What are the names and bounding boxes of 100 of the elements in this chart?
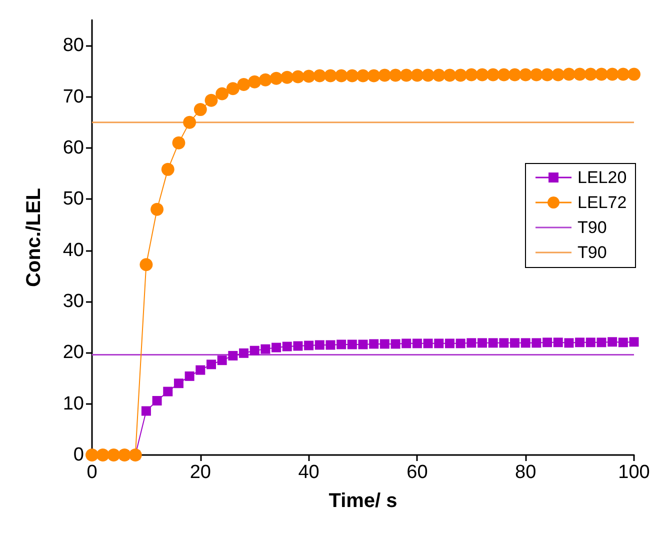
point: [486, 68, 500, 82]
point: [389, 68, 402, 82]
y-tick-label: 40: [62, 240, 84, 261]
point: [412, 338, 422, 348]
point: [584, 68, 598, 81]
point: [586, 338, 596, 348]
point: [150, 202, 164, 216]
point: [174, 378, 184, 388]
point: [542, 338, 552, 348]
point: [272, 342, 282, 352]
y-tick-label: 80: [62, 35, 84, 56]
point: [282, 342, 292, 352]
point: [260, 344, 270, 354]
point: [184, 371, 194, 381]
point: [444, 338, 454, 348]
point: [488, 338, 498, 348]
x-tick-label: 100: [618, 462, 650, 483]
point: [270, 72, 283, 85]
point: [540, 68, 554, 82]
point: [454, 68, 468, 82]
point: [248, 75, 262, 88]
point: [96, 448, 110, 462]
point: [304, 340, 314, 350]
point: [228, 350, 238, 360]
point: [239, 348, 249, 358]
x-tick-label: 40: [298, 462, 320, 483]
point: [629, 337, 639, 347]
point: [497, 68, 510, 82]
x-tick-label: 80: [515, 462, 536, 483]
point: [510, 338, 520, 348]
point: [519, 68, 532, 82]
point: [358, 340, 368, 350]
x-tick-label: 0: [86, 462, 98, 483]
legend-label: LEL20: [578, 168, 627, 187]
y-tick-label: 50: [62, 188, 84, 210]
point: [194, 103, 207, 116]
point: [390, 339, 400, 349]
point: [140, 258, 153, 272]
point: [356, 69, 370, 82]
point: [618, 338, 628, 348]
point: [86, 448, 98, 462]
point: [443, 68, 456, 82]
legend-label: T90: [578, 243, 607, 262]
point: [508, 68, 522, 82]
point: [464, 68, 478, 82]
point: [152, 396, 162, 406]
point: [313, 69, 326, 82]
point: [196, 365, 206, 375]
point: [250, 346, 260, 356]
point: [575, 338, 585, 348]
point: [520, 338, 530, 348]
point: [107, 448, 120, 462]
point: [608, 337, 618, 347]
point: [553, 338, 563, 348]
y-tick-label: 10: [62, 393, 84, 414]
point: [378, 68, 392, 82]
point: [476, 68, 489, 82]
point: [172, 136, 186, 150]
point: [564, 338, 574, 348]
point: [400, 68, 413, 82]
point: [456, 338, 466, 348]
point: [367, 69, 380, 82]
point: [326, 340, 336, 350]
x-tick-label: 20: [190, 462, 211, 483]
y-tick-label: 60: [62, 137, 84, 158]
point: [258, 73, 272, 86]
y-tick-label: 70: [62, 86, 84, 108]
point: [161, 162, 174, 176]
y-tick-label: 30: [62, 290, 84, 312]
point: [183, 116, 196, 129]
point: [336, 340, 346, 350]
point: [163, 386, 173, 396]
point: [422, 68, 435, 82]
point: [423, 338, 433, 348]
point: [616, 68, 630, 81]
point: [594, 68, 608, 81]
point: [552, 68, 565, 82]
point: [596, 338, 606, 348]
point: [628, 68, 640, 81]
y-tick-label: 20: [62, 342, 84, 364]
point: [530, 68, 543, 82]
point: [302, 70, 316, 83]
point: [216, 87, 229, 100]
legend-label: LEL72: [578, 193, 627, 212]
point: [369, 339, 379, 349]
point: [204, 94, 218, 107]
point: [314, 340, 324, 350]
point: [410, 68, 424, 82]
point: [217, 356, 227, 366]
point: [237, 78, 250, 91]
point: [432, 68, 446, 82]
point: [434, 338, 444, 348]
point: [499, 338, 509, 348]
point: [402, 338, 412, 348]
legend-label: T90: [578, 218, 607, 237]
y-axis-title: Conc./LEL: [23, 188, 45, 287]
point: [293, 341, 303, 351]
point: [606, 68, 619, 81]
point: [334, 69, 348, 82]
point: [573, 68, 586, 81]
